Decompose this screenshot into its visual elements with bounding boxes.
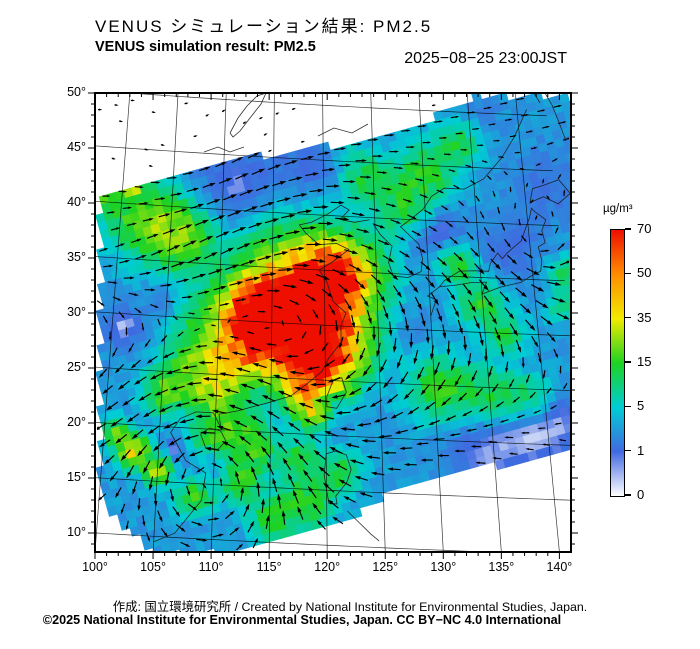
colorbar-tick xyxy=(625,405,631,407)
colorbar-tick xyxy=(625,361,631,363)
y-tick-label: 40° xyxy=(67,195,86,209)
y-tick-label: 25° xyxy=(67,360,86,374)
colorbar-tick xyxy=(625,450,631,452)
colorbar-tick xyxy=(625,228,631,230)
page-title: VENUS シミュレーション結果: PM2.5 xyxy=(95,17,433,36)
y-tick-label: 50° xyxy=(67,85,86,99)
colorbar-tick xyxy=(625,494,631,496)
colorbar-tick xyxy=(625,272,631,274)
subtitle: VENUS simulation result: PM2.5 xyxy=(95,39,316,55)
y-tick-label: 35° xyxy=(67,250,86,264)
timestamp: 2025−08−25 23:00JST xyxy=(404,50,567,67)
colorbar-tick-label: 0 xyxy=(637,487,645,502)
colorbar-tick-label: 50 xyxy=(637,265,652,281)
colorbar xyxy=(610,229,625,497)
credit-line: 作成: 国立環境研究所 / Created by National Instit… xyxy=(112,600,588,614)
y-tick-label: 20° xyxy=(67,415,86,429)
x-tick-label: 140° xyxy=(546,560,573,574)
colorbar-tick-label: 35 xyxy=(637,309,652,325)
colorbar-tick-label: 15 xyxy=(637,354,652,369)
license-line: ©2025 National Institute for Environment… xyxy=(42,613,562,627)
y-tick-label: 30° xyxy=(67,305,86,319)
x-tick-label: 110° xyxy=(198,560,224,574)
colorbar-tick xyxy=(625,317,631,319)
y-tick-label: 10° xyxy=(67,525,86,539)
colorbar-tick-label: 5 xyxy=(637,398,645,414)
x-tick-label: 120° xyxy=(314,560,341,574)
colorbar-tick-label: 1 xyxy=(637,442,645,458)
x-tick-label: 100° xyxy=(82,560,108,574)
x-tick-label: 135° xyxy=(488,560,515,574)
y-tick-label: 15° xyxy=(67,470,86,484)
x-tick-label: 115° xyxy=(256,560,282,574)
y-tick-label: 45° xyxy=(67,140,86,154)
x-tick-label: 125° xyxy=(372,560,399,574)
x-tick-label: 105° xyxy=(140,560,166,574)
colorbar-tick-label: 70 xyxy=(637,221,652,236)
colorbar-unit: µg/m³ xyxy=(603,203,633,215)
x-tick-label: 130° xyxy=(430,560,457,574)
